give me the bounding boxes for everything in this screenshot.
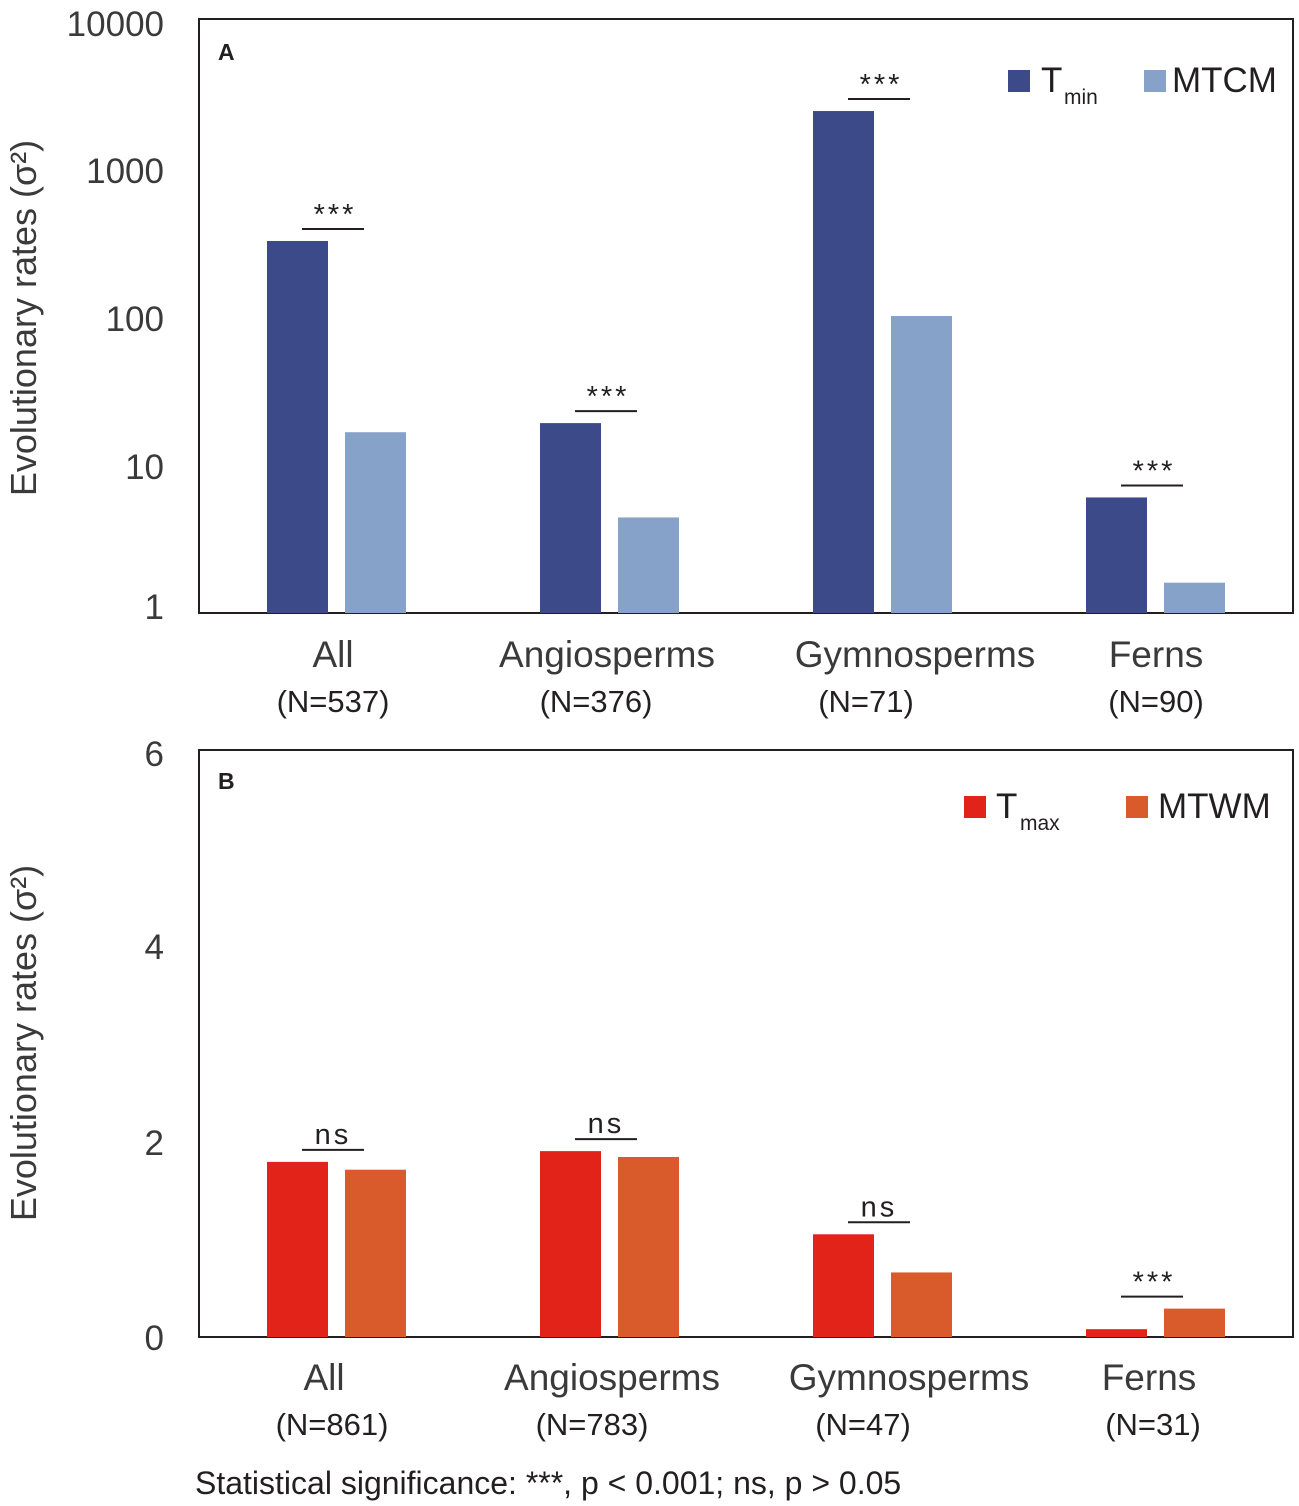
panel-a-y-tick-label: 10 <box>125 448 164 487</box>
panel-b-category-label: Angiosperms <box>504 1357 720 1398</box>
significance-label-gymnosperms: ns <box>861 1191 898 1223</box>
panel-a-y-tick-label: 1000 <box>86 152 164 191</box>
legend-label-tmin-subscript: min <box>1064 86 1098 109</box>
panel-b-legend: T max MTWM <box>964 787 1271 835</box>
panel-a-bars <box>267 111 1225 613</box>
bar-gymnosperms-tmax <box>813 1234 874 1337</box>
panel-a-significance-marks: *** *** *** *** <box>302 69 1183 487</box>
bar-angiosperms-tmin <box>540 423 601 613</box>
panel-b-category-label: Gymnosperms <box>789 1357 1030 1398</box>
bar-ferns-mtwm <box>1164 1308 1225 1337</box>
panel-b-sample-size: (N=31) <box>1105 1407 1201 1442</box>
legend-label-tmax: T <box>996 787 1017 826</box>
bar-ferns-tmin <box>1086 497 1147 613</box>
panel-a: Evolutionary rates (σ²) 1 10 100 1000 10… <box>3 5 1294 719</box>
legend-swatch-tmax <box>964 796 986 818</box>
legend-swatch-mtwm <box>1126 796 1148 818</box>
significance-label-ferns: *** <box>1133 455 1176 487</box>
legend-label-tmax-subscript: max <box>1020 812 1060 835</box>
panel-a-letter: A <box>218 39 235 65</box>
panel-a-y-tick-label: 1 <box>145 588 164 627</box>
panel-b-y-tick-label: 6 <box>145 735 164 774</box>
panel-a-y-axis-label: Evolutionary rates (σ²) <box>3 140 44 496</box>
legend-swatch-tmin <box>1008 70 1030 92</box>
bar-gymnosperms-tmin <box>813 111 874 613</box>
bar-ferns-mtcm <box>1164 582 1225 613</box>
panel-b-plot-frame <box>198 749 1294 1338</box>
bar-all-tmin <box>267 240 328 613</box>
panel-b-bars <box>267 1151 1225 1337</box>
panel-b-y-axis-label: Evolutionary rates (σ²) <box>3 865 44 1221</box>
legend-label-mtcm: MTCM <box>1172 61 1277 100</box>
panel-a-sample-size: (N=71) <box>818 684 914 719</box>
panel-b-sample-size: (N=47) <box>815 1407 911 1442</box>
panel-a-sample-size: (N=537) <box>277 684 390 719</box>
significance-footnote: Statistical significance: ***, p < 0.001… <box>195 1465 901 1501</box>
significance-label-all: ns <box>315 1119 352 1151</box>
panel-b-y-tick-label: 4 <box>145 928 164 967</box>
panel-a-category-label: Angiosperms <box>499 634 715 675</box>
panel-a-sample-size: (N=90) <box>1108 684 1204 719</box>
significance-label-angiosperms: *** <box>587 381 630 413</box>
bar-angiosperms-mtcm <box>618 517 679 613</box>
bar-gymnosperms-mtcm <box>891 316 952 613</box>
bar-angiosperms-mtwm <box>618 1156 679 1337</box>
panel-b-category-label: All <box>303 1357 344 1398</box>
bar-ferns-tmax <box>1086 1329 1147 1337</box>
bar-all-mtcm <box>345 432 406 613</box>
bar-all-tmax <box>267 1161 328 1337</box>
panel-b-category-label: Ferns <box>1102 1357 1197 1398</box>
panel-b-sample-size: (N=861) <box>276 1407 389 1442</box>
panel-a-sample-size: (N=376) <box>540 684 653 719</box>
significance-label-all: *** <box>314 199 357 231</box>
bar-gymnosperms-mtwm <box>891 1272 952 1337</box>
bar-angiosperms-tmax <box>540 1151 601 1337</box>
legend-label-mtwm: MTWM <box>1158 787 1271 826</box>
panel-b-significance-marks: ns ns ns *** <box>302 1108 1183 1299</box>
panel-b-y-tick-label: 2 <box>145 1124 164 1163</box>
panel-a-legend: T min MTCM <box>1008 61 1277 109</box>
panel-b-y-tick-label: 0 <box>145 1319 164 1358</box>
panel-b: Evolutionary rates (σ²) 0 2 4 6 B ns nsns… <box>3 735 1294 1442</box>
panel-b-sample-size: (N=783) <box>536 1407 649 1442</box>
significance-label-angiosperms: ns <box>588 1108 625 1140</box>
bar-all-mtwm <box>345 1169 406 1337</box>
panel-b-letter: B <box>218 768 235 794</box>
significance-label-ferns: *** <box>1133 1267 1176 1299</box>
panel-a-category-label: Ferns <box>1109 634 1204 675</box>
legend-swatch-mtcm <box>1144 70 1166 92</box>
legend-label-tmin: T <box>1041 61 1062 100</box>
panel-a-category-label: Gymnosperms <box>795 634 1036 675</box>
panel-a-plot-frame <box>198 18 1294 614</box>
panel-a-category-label: All <box>312 634 353 675</box>
significance-label-gymnosperms: *** <box>860 69 903 101</box>
panel-a-y-tick-label: 100 <box>106 300 164 339</box>
panel-a-y-tick-label: 10000 <box>67 5 164 44</box>
